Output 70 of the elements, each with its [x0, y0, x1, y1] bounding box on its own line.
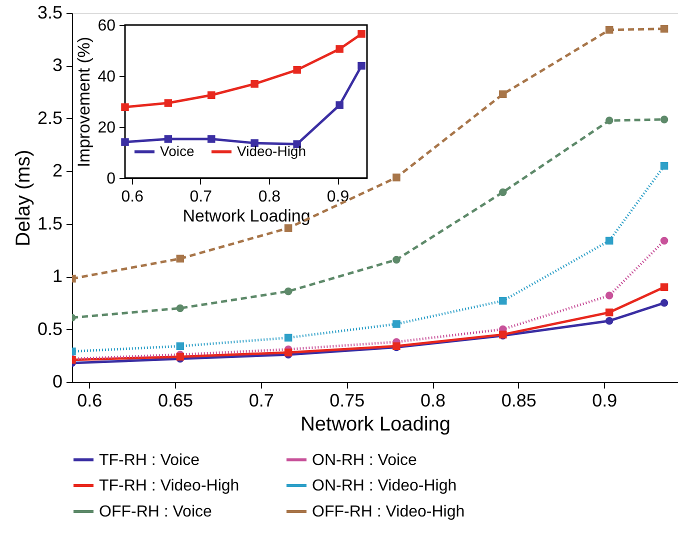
legend-label: TF-RH : Voice: [99, 452, 200, 469]
y-tick-label: 1.5: [37, 213, 62, 234]
point: [336, 45, 344, 53]
y-axis-title: Improvement (%): [74, 36, 94, 168]
point: [660, 116, 668, 124]
x-tick-label: 0.85: [501, 390, 536, 410]
y-axis-title: Delay (ms): [12, 150, 34, 246]
y-tick-label: 40: [98, 68, 116, 86]
y-tick-label: 0: [52, 372, 62, 392]
legend-label: OFF-RH : Video-High: [312, 504, 465, 520]
point: [660, 162, 668, 170]
point: [284, 334, 292, 342]
x-tick-label: 0.7: [248, 390, 274, 410]
y-tick-label: 2.5: [37, 108, 62, 128]
y-tick-label: 0.5: [37, 318, 62, 339]
legend-label: OFF-RH : Voice: [99, 504, 212, 520]
point: [176, 254, 184, 263]
point: [208, 91, 216, 99]
point: [499, 90, 507, 98]
x-axis-title: Network Loading: [182, 206, 310, 226]
point: [605, 116, 614, 124]
point: [660, 299, 668, 307]
x-tick-label: 0.9: [592, 390, 618, 410]
y-tick-label: 60: [98, 18, 116, 34]
point: [605, 236, 614, 245]
legend-label: TF-RH : Video-High: [99, 478, 240, 494]
point: [660, 236, 668, 245]
legend-label: ON-RH : Video-High: [312, 478, 457, 494]
point: [499, 296, 507, 305]
point: [164, 99, 172, 107]
x-tick-label: 0.6: [77, 390, 102, 410]
point: [392, 256, 400, 264]
point: [293, 66, 301, 74]
x-tick-label: 0.7: [190, 188, 212, 206]
point: [605, 308, 614, 316]
x-tick-label: 0.8: [420, 390, 446, 410]
point: [358, 30, 366, 38]
point: [176, 342, 184, 350]
point: [392, 320, 400, 328]
point: [605, 316, 614, 325]
x-tick-label: 0.9: [326, 188, 350, 206]
y-tick-label: 0: [106, 170, 116, 188]
point: [499, 188, 507, 196]
point: [284, 287, 292, 296]
point: [660, 283, 668, 291]
x-tick-label: 0.65: [158, 390, 194, 410]
y-tick-label: 20: [98, 120, 116, 136]
point: [208, 135, 216, 143]
point: [250, 80, 258, 88]
x-tick-label: 0.75: [330, 390, 365, 410]
legend-label: ON-RH : Voice: [312, 452, 418, 469]
point: [660, 24, 668, 33]
point: [121, 103, 129, 111]
point: [336, 101, 344, 109]
x-tick-label: 0.8: [258, 188, 281, 206]
y-tick-label: 1: [52, 266, 62, 286]
y-tick-label: 2: [52, 160, 62, 181]
x-axis-title: Network Loading: [300, 414, 451, 436]
point: [176, 304, 184, 312]
x-tick-label: 0.6: [121, 188, 144, 206]
y-tick-label: 3.5: [37, 2, 62, 22]
legend-label: Voice: [160, 142, 194, 159]
point: [392, 174, 400, 182]
legend-label: Video-High: [237, 142, 306, 159]
point: [358, 62, 366, 70]
y-tick-label: 3: [52, 55, 62, 76]
point: [605, 292, 614, 300]
point: [605, 26, 614, 34]
point: [121, 138, 129, 146]
point: [164, 135, 172, 143]
